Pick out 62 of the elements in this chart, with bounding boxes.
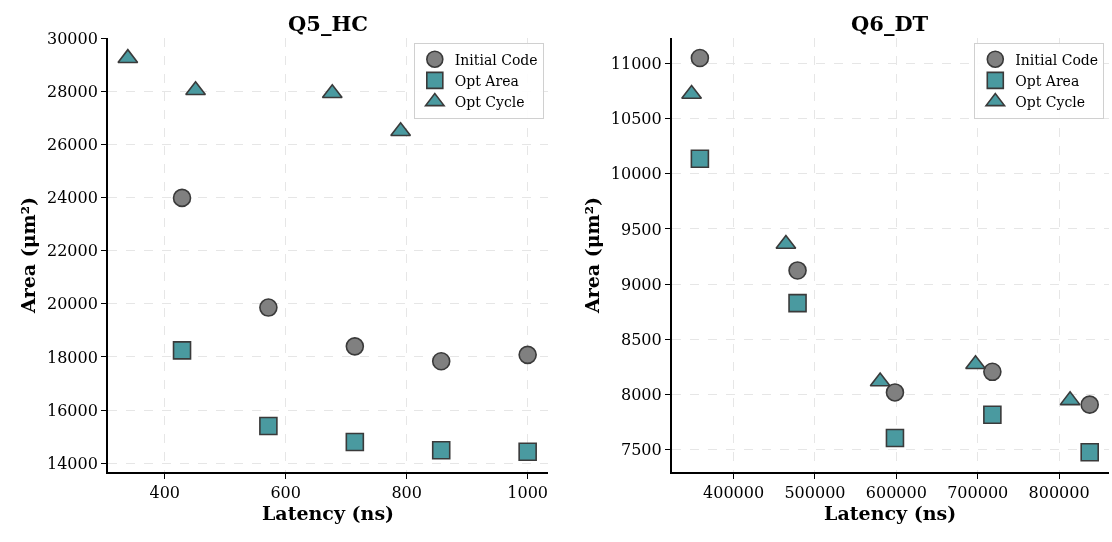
legend-label: Opt Cycle [1015, 94, 1086, 111]
x-tick-label: 600 [270, 482, 301, 502]
legend-label: Opt Area [1015, 72, 1080, 89]
x-tick-label: 400000 [703, 482, 765, 502]
y-tick-label: 22000 [47, 241, 98, 261]
y-tick-label: 7500 [620, 440, 662, 460]
point [259, 298, 278, 317]
y-tick-label: 9000 [620, 274, 662, 294]
y-tick-label: 26000 [47, 135, 98, 155]
y-tick-label: 9500 [620, 219, 662, 239]
y-tick-label: 8000 [620, 385, 662, 405]
chart-title: Q6_DT [851, 11, 929, 36]
point [788, 261, 807, 280]
point [431, 440, 451, 460]
point [788, 293, 807, 313]
x-tick-label: 800000 [1028, 482, 1090, 502]
point [518, 345, 537, 365]
point [172, 188, 192, 208]
point [518, 442, 537, 462]
point [885, 383, 905, 402]
x-axis-title: Latency (ns) [262, 501, 395, 524]
y-tick-label: 8500 [620, 329, 662, 349]
legend-label: Initial Code [1015, 51, 1099, 68]
point [1080, 395, 1099, 414]
y-tick-label: 11000 [610, 54, 662, 74]
point [345, 432, 365, 452]
point [321, 83, 343, 99]
chart-title: Q5_HC [288, 11, 368, 36]
x-tick-label: 500000 [784, 482, 846, 502]
y-tick-label: 24000 [47, 188, 98, 208]
legend-label: Initial Code [454, 51, 538, 68]
y-tick-label: 10000 [610, 164, 662, 184]
y-tick-label: 10500 [610, 109, 662, 129]
point [885, 428, 905, 448]
legend-label: Opt Area [454, 72, 519, 89]
y-axis-title: Area (μm²) [17, 197, 40, 315]
y-axis-title: Area (μm²) [581, 197, 604, 315]
y-tick-label: 14000 [47, 453, 98, 473]
x-axis-title: Latency (ns) [824, 501, 957, 524]
point [259, 416, 278, 436]
y-tick-label: 28000 [47, 81, 98, 101]
x-tick-label: 600000 [865, 482, 927, 502]
point [775, 234, 797, 250]
point [172, 341, 192, 360]
y-tick-label: 16000 [47, 400, 98, 420]
point [983, 362, 1002, 382]
y-tick-label: 30000 [47, 28, 98, 48]
y-tick-label: 20000 [47, 294, 98, 314]
y-tick-label: 18000 [47, 347, 98, 367]
point [431, 351, 451, 371]
legend-label: Opt Cycle [454, 94, 525, 111]
x-tick-label: 800 [391, 482, 422, 502]
point [690, 149, 710, 169]
point [983, 405, 1002, 425]
x-tick-label: 400 [149, 482, 180, 502]
point [690, 48, 710, 68]
point [1080, 442, 1099, 462]
point [390, 121, 412, 137]
point [117, 48, 139, 64]
x-tick-label: 1000 [507, 482, 549, 502]
x-tick-label: 700000 [947, 482, 1009, 502]
point [345, 337, 365, 356]
